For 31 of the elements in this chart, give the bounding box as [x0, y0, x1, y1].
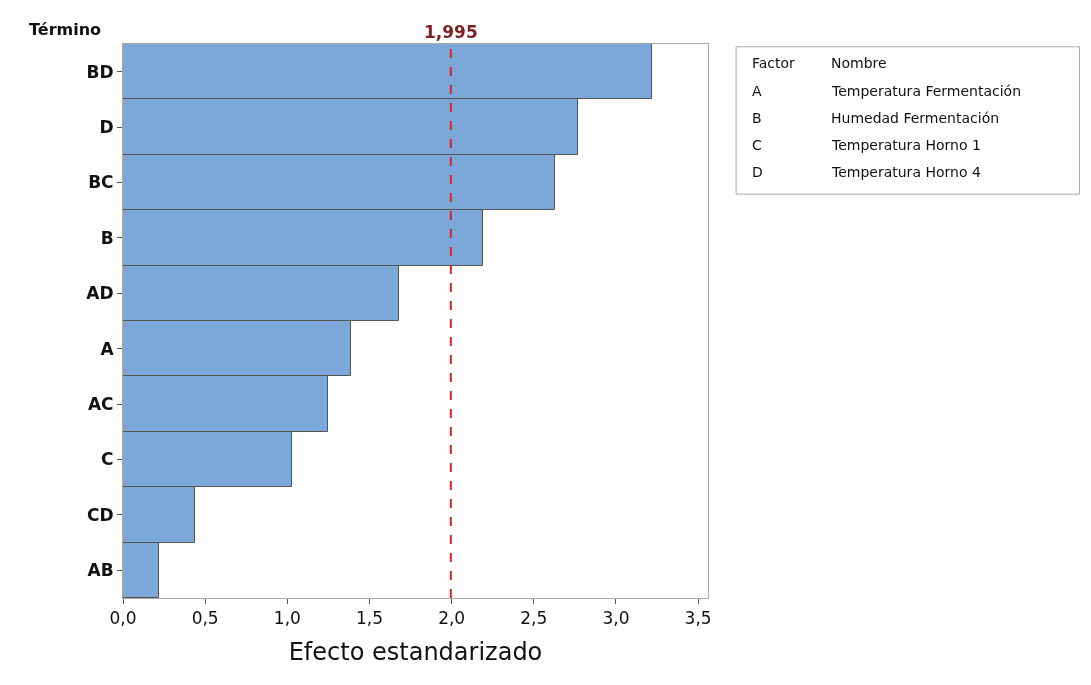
- text: C: [752, 137, 762, 153]
- y-tick-label: A: [100, 338, 115, 359]
- y-tick-label: AB: [87, 560, 114, 581]
- text: Nombre: [831, 55, 887, 71]
- text: Temperatura Horno 4: [831, 164, 981, 180]
- y-tick-label: BD: [86, 61, 114, 82]
- text: Temperatura Fermentación: [831, 83, 1022, 99]
- x-tick-label: 0,5: [191, 608, 219, 629]
- text: D: [752, 164, 763, 180]
- x-tick-label: 2,5: [520, 608, 548, 629]
- y-tick-label: AC: [87, 394, 114, 415]
- x-tick-label: 2,0: [438, 608, 466, 629]
- text: Factor: [752, 55, 796, 71]
- y-tick-label: C: [101, 449, 114, 470]
- text: Humedad Fermentación: [831, 110, 1000, 126]
- y-tick-label: CD: [87, 504, 114, 525]
- y-tick-label: D: [99, 117, 114, 138]
- x-tick-label: 1,0: [273, 608, 301, 629]
- x-tick-label: 0,0: [109, 608, 137, 629]
- x-tick-label: 3,5: [684, 608, 712, 629]
- ref-line-label: 1,995: [424, 22, 478, 42]
- x-axis-title: Efecto estandarizado: [288, 637, 543, 666]
- y-tick-label: BC: [88, 172, 114, 193]
- y-tick-label: B: [100, 227, 114, 248]
- x-tick-label: 1,5: [355, 608, 384, 629]
- y-tick-label: AD: [86, 283, 114, 304]
- y-axis-title: Término: [29, 20, 102, 39]
- text: Temperatura Horno 1: [831, 137, 981, 153]
- text: A: [752, 83, 762, 99]
- x-tick-label: 3,0: [602, 608, 630, 629]
- text: B: [752, 110, 762, 126]
